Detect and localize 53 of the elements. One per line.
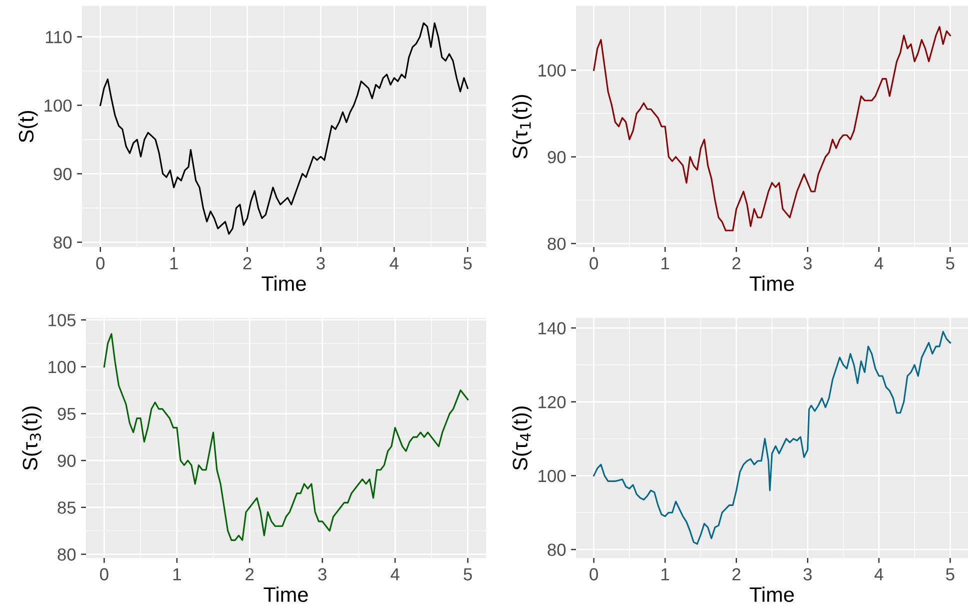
y-axis-title: S(τ$_{3}$(t)) [22, 406, 42, 470]
x-tick-label: 0 [590, 257, 598, 270]
x-tick-label: 2 [243, 257, 252, 270]
x-axis-title: Time [750, 276, 794, 291]
x-tick-label: 3 [803, 257, 812, 270]
x-tick-label: 4 [390, 568, 400, 580]
y-tick-label: 95 [58, 408, 76, 420]
line-series [593, 330, 951, 545]
y-tick-label: 100 [538, 470, 566, 482]
y-axis-title: S(τ$_{1}$(t)) [512, 95, 532, 158]
y-tick-label: 100 [538, 64, 566, 77]
x-tick-label: 5 [464, 257, 472, 270]
x-axis-title: Time [262, 276, 306, 291]
y-tick-label: 105 [48, 314, 76, 326]
y-tick-label: 100 [44, 99, 72, 112]
y-axis-title: S(τ$_{4}$(t)) [512, 406, 532, 470]
line-series [593, 26, 951, 232]
y-tick-label: 110 [46, 30, 72, 44]
x-axis-title: Time [264, 586, 308, 602]
y-tick-label: 80 [58, 548, 76, 561]
line-series [103, 333, 469, 541]
x-tick-label: 1 [170, 257, 178, 270]
y-tick-label: 100 [48, 360, 76, 374]
x-tick-label: 5 [946, 257, 954, 270]
x-tick-label: 2 [732, 568, 740, 580]
y-tick-label: 90 [548, 151, 566, 164]
x-tick-label: 3 [316, 257, 325, 270]
x-tick-label: 5 [464, 568, 472, 580]
y-axis-title: S(t) [18, 111, 38, 142]
x-tick-label: 5 [946, 568, 954, 580]
y-tick-label: 90 [54, 168, 72, 180]
x-tick-label: 4 [874, 568, 884, 580]
x-tick-label: 1 [173, 568, 181, 580]
x-tick-label: 1 [662, 257, 670, 270]
x-tick-label: 0 [100, 568, 108, 580]
x-tick-label: 0 [96, 257, 105, 270]
x-tick-label: 4 [390, 257, 398, 270]
y-tick-label: 80 [548, 544, 566, 556]
line-series [100, 22, 468, 235]
y-tick-label: 85 [58, 502, 76, 514]
y-tick-label: 140 [538, 322, 566, 334]
y-tick-label: 90 [58, 454, 76, 467]
x-tick-label: 4 [874, 257, 884, 270]
y-tick-label: 120 [538, 396, 566, 408]
x-tick-label: 0 [590, 568, 598, 580]
x-tick-label: 3 [318, 568, 326, 580]
x-tick-label: 2 [246, 568, 254, 580]
y-tick-label: 80 [548, 238, 566, 250]
x-tick-label: 1 [662, 568, 670, 580]
x-axis-title: Time [750, 586, 794, 602]
y-tick-label: 80 [54, 236, 72, 249]
x-tick-label: 2 [732, 257, 740, 270]
x-tick-label: 3 [803, 568, 812, 580]
